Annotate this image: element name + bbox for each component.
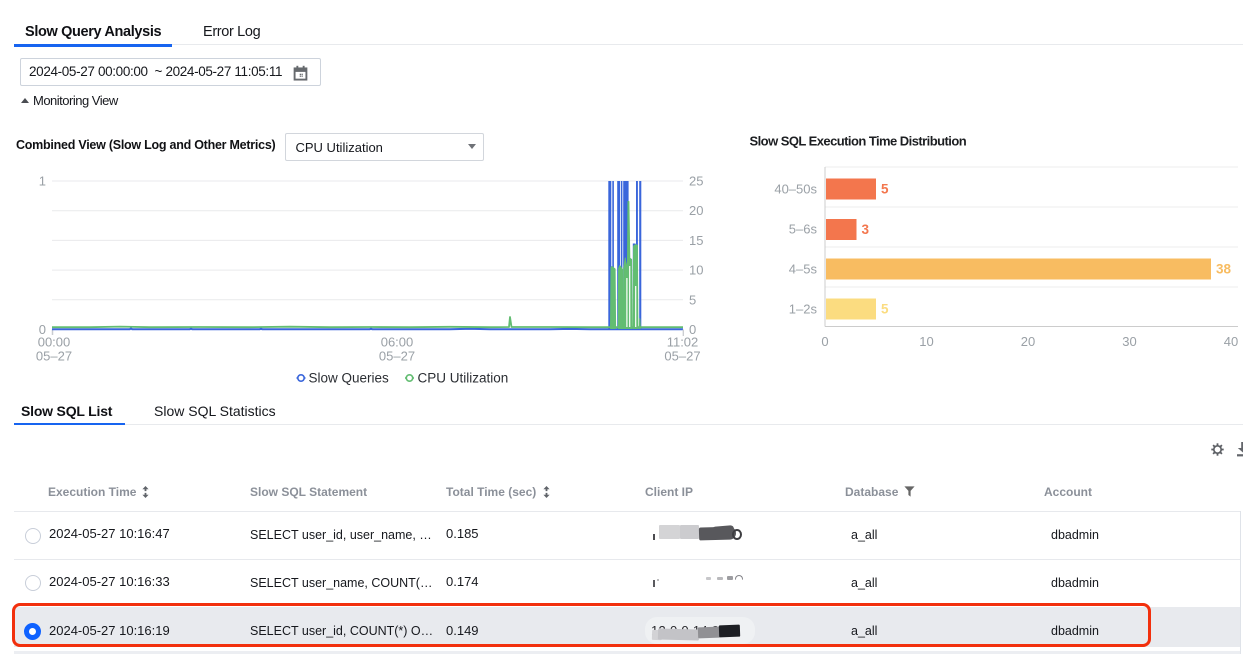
svg-text:1–2s: 1–2s (789, 302, 818, 317)
svg-text:Slow SQL Execution Time Distri: Slow SQL Execution Time Distribution (750, 134, 967, 149)
svg-text:11:02: 11:02 (667, 335, 699, 350)
svg-text:3: 3 (862, 222, 870, 237)
svg-text:25: 25 (689, 174, 703, 189)
svg-text:00:00: 00:00 (38, 335, 71, 350)
svg-text:0: 0 (821, 334, 828, 349)
svg-text:40–50s: 40–50s (774, 182, 817, 197)
svg-text:15: 15 (689, 233, 703, 248)
svg-text:05–27: 05–27 (379, 349, 415, 364)
svg-text:Slow Queries: Slow Queries (309, 371, 390, 386)
svg-text:30: 30 (1122, 334, 1136, 349)
svg-text:05–27: 05–27 (36, 349, 72, 364)
svg-text:5: 5 (689, 292, 696, 307)
svg-text:5: 5 (881, 302, 889, 317)
svg-text:10: 10 (689, 263, 703, 278)
svg-text:0: 0 (689, 322, 696, 337)
svg-text:5: 5 (881, 182, 889, 197)
svg-text:06:00: 06:00 (381, 335, 414, 350)
svg-text:1: 1 (39, 174, 46, 189)
svg-text:10: 10 (919, 334, 933, 349)
svg-text:38: 38 (1216, 262, 1232, 277)
svg-text:0: 0 (39, 322, 46, 337)
svg-text:CPU Utilization: CPU Utilization (418, 371, 509, 386)
svg-text:20: 20 (1021, 334, 1035, 349)
svg-text:05–27: 05–27 (664, 349, 700, 364)
svg-text:5–6s: 5–6s (789, 222, 818, 237)
svg-text:20: 20 (689, 203, 703, 218)
svg-text:40: 40 (1224, 334, 1238, 349)
svg-text:4–5s: 4–5s (789, 262, 818, 277)
